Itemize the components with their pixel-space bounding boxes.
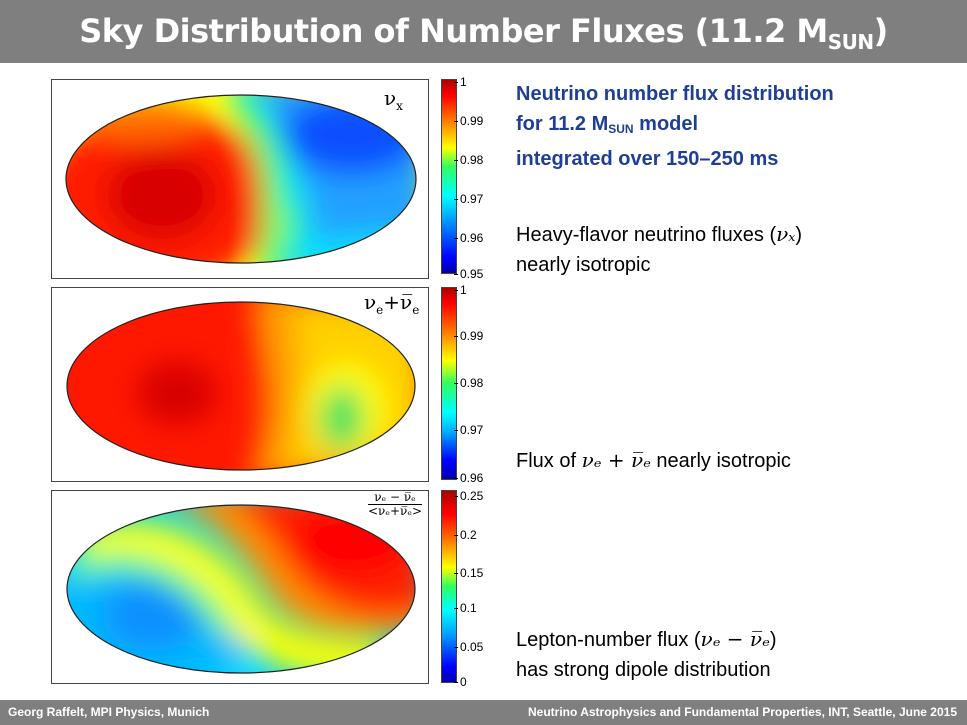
tick: 0.05 [453, 640, 484, 654]
colorbar-lepton-number [441, 490, 457, 683]
tick: 0.99 [453, 114, 484, 128]
note-electron-flux: Flux of νₑ + ν̅ₑ nearly isotropic [516, 448, 791, 472]
skymap-nu-x-plot [65, 94, 417, 264]
tick: 0.25 [453, 489, 484, 503]
tick: 0.98 [453, 376, 484, 390]
tick: 0.96 [453, 231, 484, 245]
panel-label-nu-e-sum: νe+ν̅e [364, 290, 420, 317]
tick: 0.2 [454, 528, 477, 542]
footer-event: Neutrino Astrophysics and Fundamental Pr… [528, 705, 957, 719]
tick: 0.1 [454, 601, 477, 615]
tick: 0.97 [453, 192, 484, 206]
skymap-nu-e-sum: νe+ν̅e [51, 287, 429, 482]
skymap-lepton-number: νₑ − ν̅ₑ <νₑ+ν̅ₑ> [51, 490, 429, 684]
tick: 0.15 [453, 566, 484, 580]
footer-author: Georg Raffelt, MPI Physics, Munich [8, 705, 210, 719]
tick: 0.98 [453, 153, 484, 167]
slide-title: Sky Distribution of Number Fluxes (11.2 … [79, 12, 888, 54]
tick: 1 [454, 75, 467, 89]
tick: 0.99 [453, 329, 484, 343]
tick: 0.96 [453, 471, 484, 485]
note-heavy-flavor: Heavy-flavor neutrino fluxes (νₓ) nearly… [516, 222, 803, 276]
tick: 1 [454, 283, 467, 297]
panel-label-nu-x: νx [384, 86, 403, 113]
figure-heading: Neutrino number flux distribution for 11… [516, 83, 834, 170]
note-lepton-number: Lepton-number flux (νₑ − ν̅ₑ) has strong… [516, 627, 777, 681]
skymap-nu-e-sum-plot [66, 301, 416, 471]
panel-label-lepton-number: νₑ − ν̅ₑ <νₑ+ν̅ₑ> [368, 490, 423, 518]
tick: 0.97 [453, 423, 484, 437]
tick: 0 [454, 675, 467, 689]
colorbar-nu-x [441, 79, 457, 274]
footer-bar: Georg Raffelt, MPI Physics, Munich Neutr… [0, 700, 967, 725]
tick: 0.95 [453, 267, 484, 281]
skymap-nu-x: νx [51, 79, 429, 279]
title-bar: Sky Distribution of Number Fluxes (11.2 … [0, 0, 967, 63]
skymap-lepton-number-plot [66, 504, 416, 674]
